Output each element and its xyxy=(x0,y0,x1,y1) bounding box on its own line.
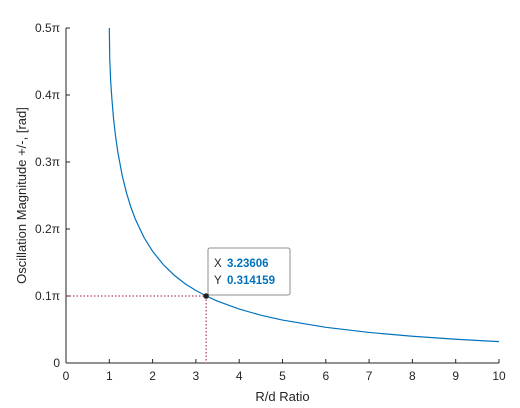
datatip-x-value: 3.23606 xyxy=(227,258,269,270)
plot-area xyxy=(108,27,500,343)
y-tick-label: 0.4π xyxy=(35,88,60,102)
x-tick-label: 5 xyxy=(279,369,286,383)
y-tick-label: 0.2π xyxy=(35,222,60,236)
x-tick-label: 6 xyxy=(322,369,329,383)
x-axis-title: R/d Ratio xyxy=(255,389,309,404)
y-axis: Oscillation Magnitude +/-, [rad] xyxy=(14,28,67,363)
datatip-marker[interactable] xyxy=(203,293,209,299)
x-tick-label: 3 xyxy=(193,369,200,383)
datatip-box xyxy=(207,247,291,296)
axis-ticks: 0 1 2 3 4 5 6 7 8 9 10 0 0.1π 0.2π 0.3π 0.4π 0.5π xyxy=(35,21,506,383)
x-tick-label: 4 xyxy=(236,369,243,383)
y-tick-label: 0.5π xyxy=(35,21,60,35)
x-tick-label: 10 xyxy=(492,369,506,383)
x-tick-label: 0 xyxy=(63,369,70,383)
datatip-y-value: 0.314159 xyxy=(227,275,275,287)
x-tick-label: 2 xyxy=(149,369,156,383)
x-tick-label: 7 xyxy=(366,369,373,383)
x-tick-label: 8 xyxy=(409,369,416,383)
x-tick-label: 9 xyxy=(452,369,459,383)
data-tip[interactable]: X 3.23606 Y 0.314159 xyxy=(66,247,291,363)
y-tick-label: 0.3π xyxy=(35,155,60,169)
y-tick-label: 0.1π xyxy=(35,289,60,303)
series-line xyxy=(108,27,500,343)
datatip-y-label: Y xyxy=(214,275,222,287)
y-axis-title: Oscillation Magnitude +/-, [rad] xyxy=(14,107,29,284)
datatip-x-label: X xyxy=(214,258,222,270)
y-tick-label: 0 xyxy=(53,356,60,370)
x-tick-label: 1 xyxy=(106,369,113,383)
